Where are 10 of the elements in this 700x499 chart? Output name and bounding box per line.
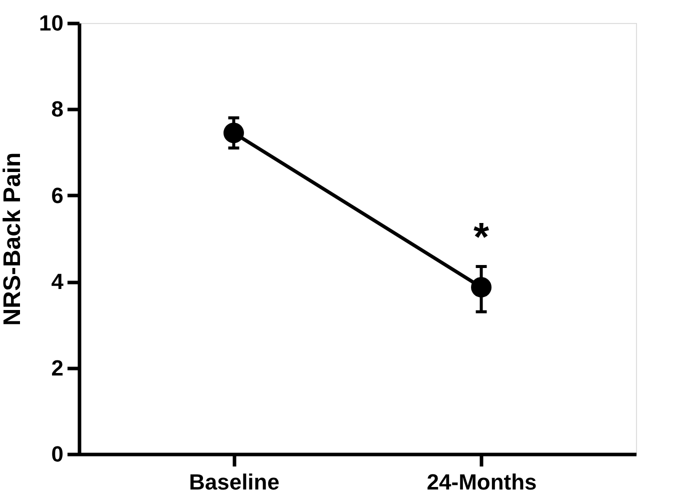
x-tick-label: 24-Months [426,470,537,494]
annotation: * [473,216,490,260]
y-axis-title: NRS-Back Pain [0,152,26,326]
y-tick-label: 8 [51,96,64,122]
y-tick-label: 6 [51,182,64,208]
y-tick-label: 10 [39,10,64,36]
x-tick-label: Baseline [188,470,280,494]
y-tick-label: 4 [51,269,64,294]
y-tick-label: 0 [51,442,64,466]
y-tick-label: 2 [51,355,64,380]
